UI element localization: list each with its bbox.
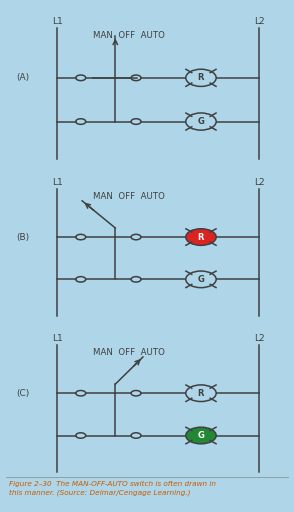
Circle shape — [186, 69, 216, 87]
Circle shape — [186, 113, 216, 130]
Text: Figure 2–30  The MAN-OFF-AUTO switch is often drawn in
this manner. (Source: Del: Figure 2–30 The MAN-OFF-AUTO switch is o… — [9, 481, 216, 496]
Text: MAN  OFF  AUTO: MAN OFF AUTO — [93, 191, 165, 201]
Text: R: R — [198, 389, 204, 398]
Text: G: G — [198, 275, 204, 284]
Text: G: G — [198, 117, 204, 126]
Circle shape — [186, 229, 216, 245]
Text: (B): (B) — [16, 232, 29, 242]
Text: R: R — [198, 232, 204, 242]
Text: (C): (C) — [16, 389, 29, 398]
Text: MAN  OFF  AUTO: MAN OFF AUTO — [93, 348, 165, 357]
Text: L1: L1 — [52, 334, 63, 344]
Text: MAN  OFF  AUTO: MAN OFF AUTO — [93, 31, 165, 40]
Circle shape — [186, 271, 216, 288]
Text: (A): (A) — [16, 73, 29, 82]
Text: L1: L1 — [52, 17, 63, 26]
Text: G: G — [198, 431, 204, 440]
Text: L2: L2 — [254, 17, 264, 26]
Text: L2: L2 — [254, 178, 264, 187]
Circle shape — [186, 427, 216, 444]
Text: L2: L2 — [254, 334, 264, 344]
Circle shape — [186, 385, 216, 401]
Text: L1: L1 — [52, 178, 63, 187]
Text: R: R — [198, 73, 204, 82]
